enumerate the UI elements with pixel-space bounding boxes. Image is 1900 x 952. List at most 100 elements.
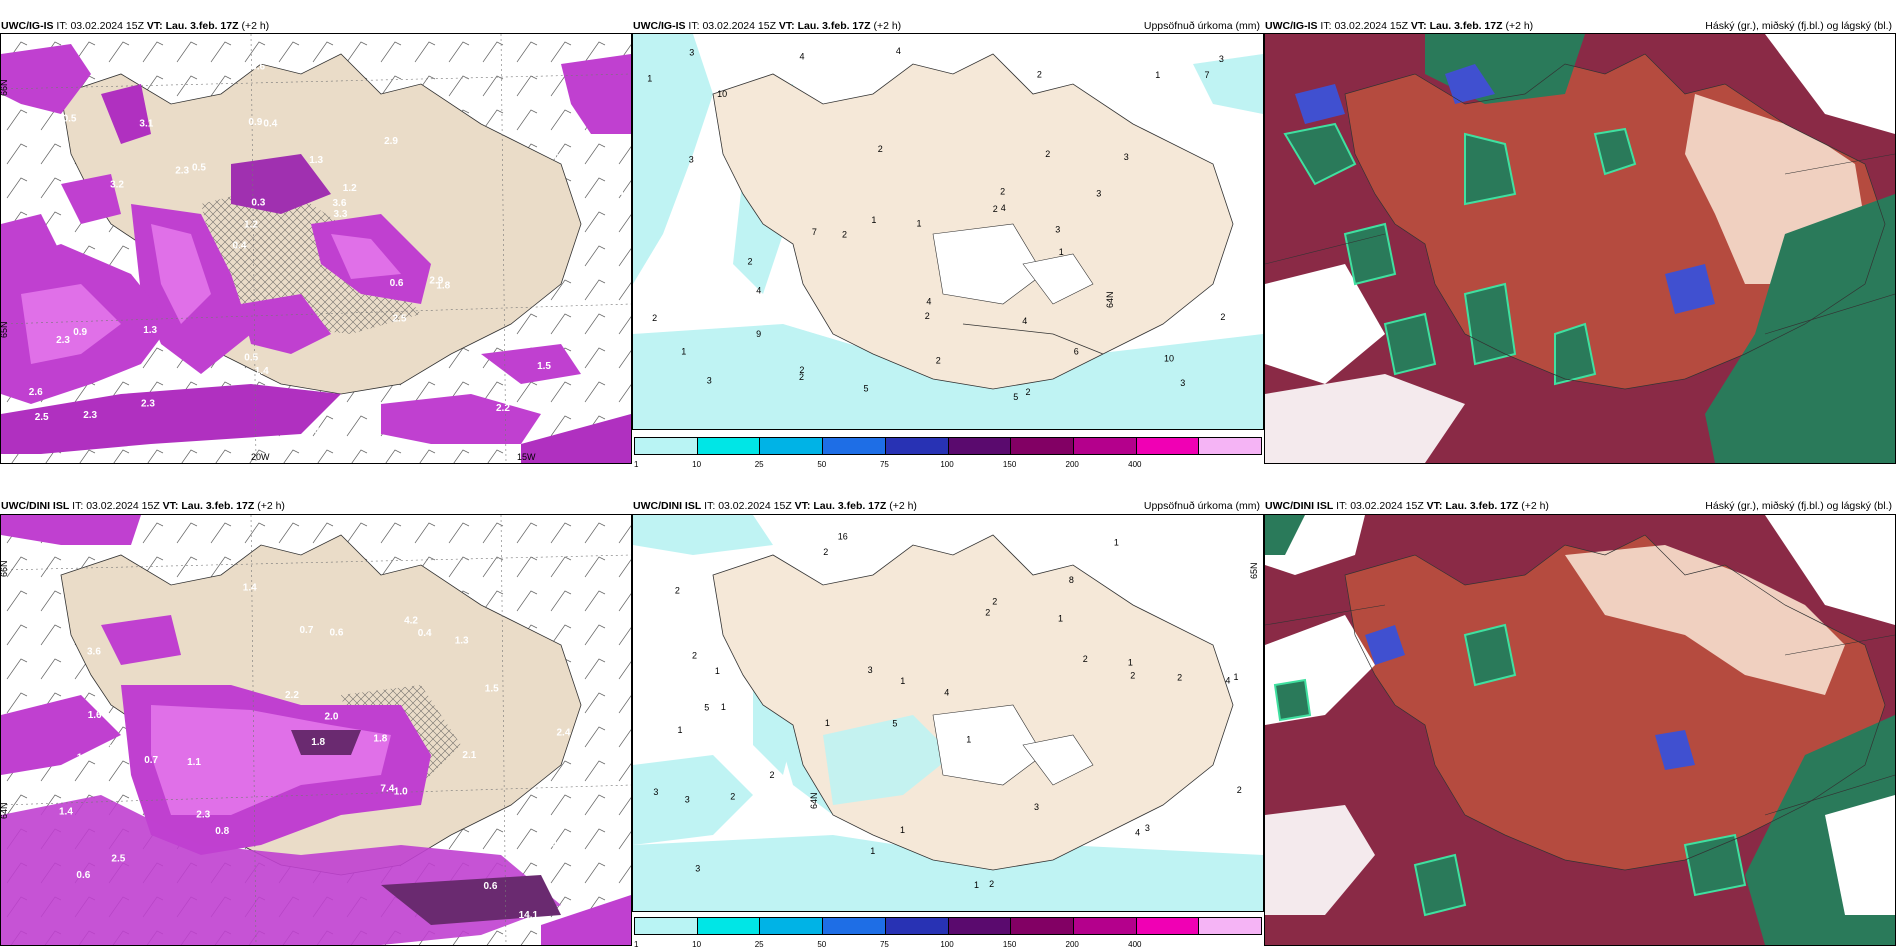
model-name: UWC/IG-IS	[1, 20, 54, 32]
map-value-label: 1.3	[143, 325, 157, 336]
vt-value: Lau. 3.feb. 17Z	[181, 500, 255, 512]
map-value-label: 1.0	[394, 787, 408, 798]
map-value-label: 0.7	[554, 153, 568, 164]
map-precipitation[interactable]: 5 5 2 6 4 10 7 3 4 2 1 2 1 2 2 2 3 2 2 1 4 3 2 3 3 2 2 4 3 1 1 2 4 7 9 3 2 1 2…	[632, 33, 1264, 430]
vt-value: Lau. 3.feb. 17Z	[1445, 500, 1519, 512]
map-value-label: 2	[1220, 312, 1225, 322]
map-snow-wind[interactable]: 5.4 6.2 1.6 0.4 2.9 2.3 0.9 1.3 0.9 0.5 2.6 1.3 0.4 1…	[0, 33, 632, 464]
lead-time: (+2 h)	[1521, 500, 1549, 512]
map-value-label: 1	[917, 219, 922, 229]
map-value-label: 2.5	[111, 853, 125, 864]
map-value-label: 1.2	[343, 183, 357, 194]
panel-clouds-bottom: UWC/DINI ISL IT: 03.02.2024 15Z VT: Lau.…	[1264, 475, 1896, 950]
vt-label: VT:	[794, 500, 811, 512]
map-value-label: 2	[730, 792, 735, 802]
map-precipitation[interactable]: 16 8 4 5 1 1 2 1 1 2 4 3 2 1 1 2 1 1 2 2 1 5 1 2 3 2 1 2 3 3 4 2 2 3 3 2 1 1 …	[632, 514, 1264, 912]
map-value-label: 3	[868, 665, 873, 675]
legend-label: 150	[1002, 940, 1017, 949]
model-name: UWC/DINI ISL	[633, 500, 702, 512]
map-value-label: 8	[1069, 575, 1074, 585]
map-value-label: 6.2	[54, 199, 68, 210]
map-value-label: 0.5	[244, 353, 258, 364]
map-value-label: 0.5	[63, 114, 77, 125]
map-clouds[interactable]	[1264, 514, 1896, 946]
it-value: 03.02.2024 15Z	[718, 500, 792, 512]
map-value-label: 1	[681, 347, 686, 357]
it-label: IT:	[72, 500, 84, 512]
axis-label: 65N	[1249, 562, 1259, 579]
map-value-label: 3	[695, 864, 700, 874]
map-value-label: 2	[1037, 69, 1042, 79]
map-value-label: 5	[892, 718, 897, 728]
map-value-label: 7	[812, 227, 817, 237]
map-value-label: 1.8	[436, 281, 450, 292]
lead-time: (+2 h)	[241, 20, 270, 32]
legend-swatch	[1136, 438, 1200, 454]
panel-subtitle: Háský (gr.), miðský (fj.bl.) og lágský (…	[1705, 20, 1892, 32]
map-value-label: 4.2	[404, 616, 418, 627]
map-value-label: 3.1	[427, 78, 441, 89]
row-top: UWC/IG-IS IT: 03.02.2024 15Z VT: Lau. 3.…	[0, 0, 1900, 475]
map-value-label: 1	[1128, 658, 1133, 668]
map-value-label: 2	[799, 365, 804, 375]
map-value-label: 2.3	[141, 399, 155, 410]
map-clouds[interactable]	[1264, 33, 1896, 464]
legend-label: 100	[940, 940, 954, 949]
legend-label: 200	[1065, 460, 1079, 469]
map-value-label: 1	[871, 215, 876, 225]
legend-swatch	[1199, 438, 1262, 454]
map-value-label: 3	[689, 47, 694, 57]
map-value-label: 2	[1045, 149, 1050, 159]
map-canvas: 5.46.21.60.42.92.30.91.30.90.52.61.30.41…	[1, 34, 631, 463]
model-name: UWC/DINI ISL	[1265, 500, 1334, 512]
map-value-label: 2	[799, 372, 804, 382]
map-value-label: 0.5	[192, 163, 206, 174]
model-name: UWC/IG-IS	[1265, 20, 1318, 32]
map-value-label: 3	[685, 795, 690, 805]
panel-clouds-top: UWC/IG-IS IT: 03.02.2024 15Z VT: Lau. 3.…	[1264, 0, 1896, 475]
map-value-label: 2	[878, 144, 883, 154]
vt-value: Lau. 3.feb. 17Z	[1429, 20, 1503, 32]
map-value-label: 3.4	[314, 425, 328, 436]
map-value-label: 1	[900, 825, 905, 835]
map-value-label: 2	[692, 650, 697, 660]
panel-title: UWC/IG-IS IT: 03.02.2024 15Z VT: Lau. 3.…	[1, 20, 269, 32]
map-value-label: 0.4	[551, 839, 565, 850]
precip-legend	[634, 437, 1262, 455]
map-value-label: 1.6	[88, 710, 102, 721]
panel-subtitle: Uppsöfnuð úrkoma (mm)	[1143, 500, 1260, 512]
panel-title: UWC/IG-IS IT: 03.02.2024 15Z VT: Lau. 3.…	[633, 20, 901, 32]
legend-swatch	[948, 918, 1012, 934]
lead-time: (+2 h)	[257, 500, 285, 512]
map-value-label: 3.3	[334, 209, 348, 220]
map-value-label: 1.1	[187, 757, 201, 768]
map-value-label: 1	[647, 74, 652, 84]
map-value-label: 1.4	[59, 807, 73, 818]
legend-label: 50	[817, 940, 827, 949]
map-value-label: 0.6	[390, 278, 404, 289]
legend-label: 10	[692, 460, 702, 469]
map-value-label: 4	[800, 51, 805, 61]
map-value-label: 1	[974, 880, 979, 890]
map-value-label: 1.8	[311, 737, 325, 748]
legend-swatch	[885, 438, 949, 454]
map-value-label: 10	[717, 89, 727, 99]
lead-time: (+2 h)	[1505, 20, 1534, 32]
map-value-label: 3	[707, 375, 712, 385]
map-value-label: 2	[652, 313, 657, 323]
model-name: UWC/IG-IS	[633, 20, 686, 32]
map-value-label: 1.4	[540, 589, 554, 600]
map-value-label: 2.3	[175, 166, 189, 177]
map-value-label: 0.6	[484, 881, 498, 892]
map-value-label: 2	[925, 311, 930, 321]
map-value-label: 0.3	[537, 556, 551, 567]
it-label: IT:	[1320, 20, 1332, 32]
map-value-label: 3	[1219, 54, 1224, 64]
map-snow-wind[interactable]: 14.1 3.4 7.4 0.3 0.4 3.6 2.5 1.1 1.3 0.7 0.4 0.6 0.8…	[0, 514, 632, 946]
map-value-label: 1	[900, 676, 905, 686]
it-value: 03.02.2024 15Z	[702, 20, 776, 32]
vt-label: VT:	[1426, 500, 1443, 512]
map-value-label: 2	[1083, 654, 1088, 664]
map-value-label: 2.5	[393, 313, 407, 324]
vt-value: Lau. 3.feb. 17Z	[165, 20, 239, 32]
